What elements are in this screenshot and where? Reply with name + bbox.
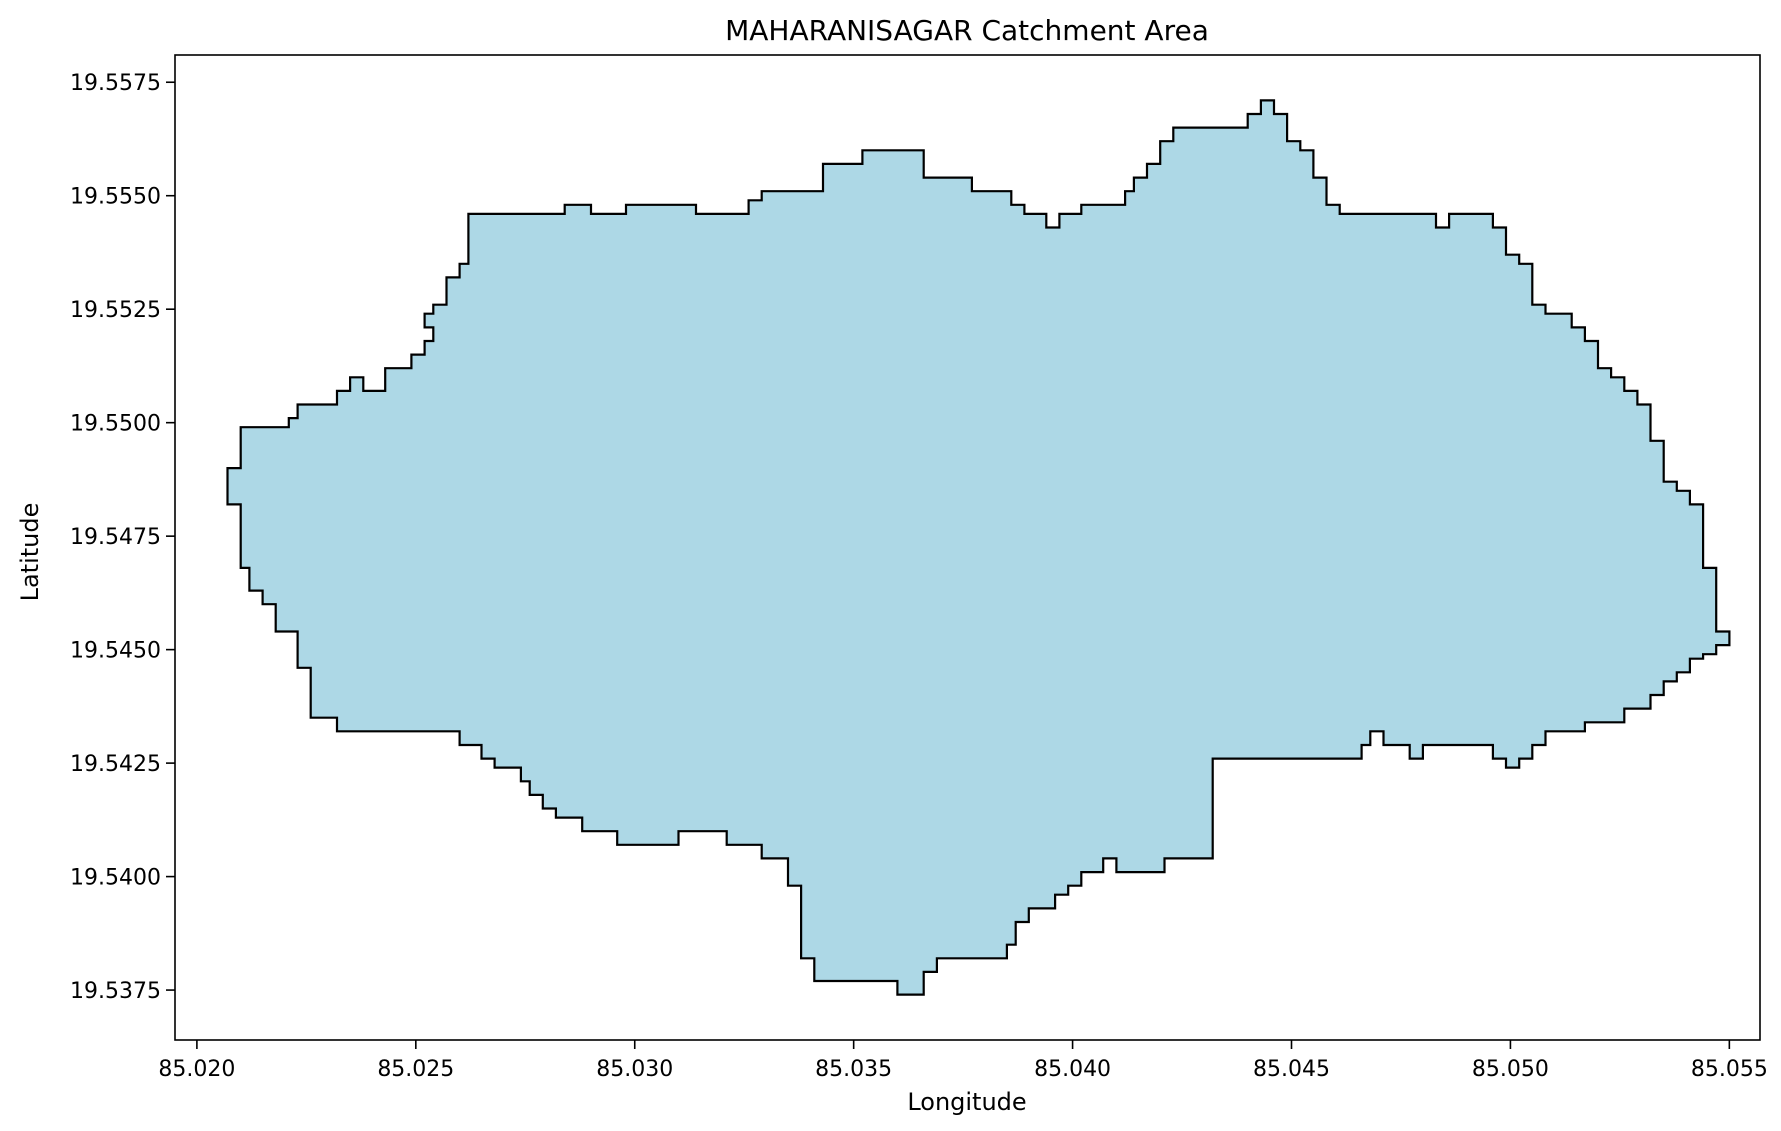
y-tick-label: 19.5400 [70,866,161,891]
y-tick-label: 19.5375 [70,979,161,1004]
y-tick-label: 19.5500 [70,412,161,437]
y-tick-label: 19.5525 [70,298,161,323]
y-tick-label: 19.5450 [70,639,161,664]
y-axis: 19.5375 19.5400 19.5425 19.5450 19.5475 19.55… [70,71,175,1004]
chart-title: MAHARANISAGAR Catchment Area [725,14,1209,47]
x-tick-label: 85.025 [377,1057,454,1082]
y-tick-label: 19.5550 [70,185,161,210]
y-tick-label: 19.5475 [70,525,161,550]
y-tick-label: 19.5575 [70,71,161,96]
x-axis: 85.020 85.025 85.030 85.035 85.040 85.045 85.0… [158,1040,1768,1082]
y-tick-label: 19.5425 [70,752,161,777]
x-tick-label: 85.050 [1472,1057,1549,1082]
x-tick-label: 85.055 [1691,1057,1768,1082]
x-tick-label: 85.040 [1034,1057,1111,1082]
x-axis-label: Longitude [907,1088,1026,1116]
plot-area [226,99,1731,996]
y-axis-label: Latitude [16,503,44,602]
x-tick-label: 85.035 [815,1057,892,1082]
x-tick-label: 85.045 [1253,1057,1330,1082]
axes-frame [174,54,1761,1041]
catchment-area-polygon [226,99,1731,996]
x-tick-label: 85.020 [158,1057,235,1082]
x-tick-label: 85.030 [596,1057,673,1082]
